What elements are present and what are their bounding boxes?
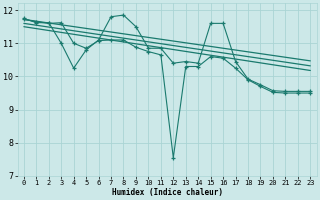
X-axis label: Humidex (Indice chaleur): Humidex (Indice chaleur) <box>112 188 223 197</box>
